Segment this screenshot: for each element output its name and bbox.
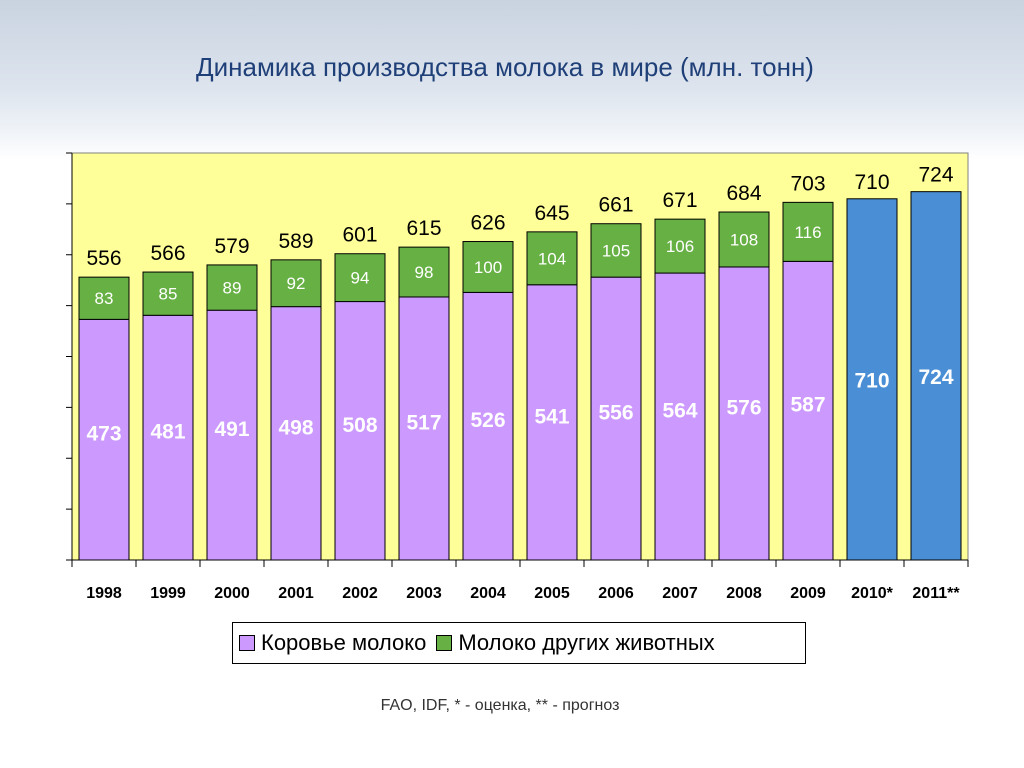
data-label-total: 710 bbox=[854, 171, 889, 194]
bar-cow-milk bbox=[398, 296, 450, 561]
data-label-total: 601 bbox=[342, 224, 377, 247]
data-label-cow: 498 bbox=[278, 416, 313, 439]
bar-other-milk bbox=[398, 246, 450, 298]
data-label-cow: 473 bbox=[86, 423, 121, 446]
data-label-other: 89 bbox=[223, 279, 242, 298]
legend: Коровье молоко Молоко других животных bbox=[232, 622, 806, 664]
data-label-total-inside: 724 bbox=[918, 366, 953, 389]
data-label-other: 108 bbox=[730, 230, 758, 249]
data-label-other: 105 bbox=[602, 241, 630, 260]
bar-cow-milk bbox=[590, 276, 642, 561]
x-tick-label: 2002 bbox=[342, 585, 378, 602]
x-tick-label: 2005 bbox=[534, 585, 570, 602]
bar-cow-milk bbox=[334, 301, 386, 561]
x-tick-label: 2001 bbox=[278, 585, 314, 602]
data-label-cow: 541 bbox=[534, 405, 569, 428]
bar-other-milk bbox=[782, 201, 834, 262]
chart-title: Динамика производства молока в мире (млн… bbox=[196, 52, 814, 82]
bar-other-milk bbox=[718, 211, 770, 268]
data-label-cow: 508 bbox=[342, 414, 377, 437]
data-label-cow: 556 bbox=[598, 402, 633, 425]
x-tick-label: 2010* bbox=[851, 585, 894, 602]
data-label-other: 83 bbox=[95, 289, 114, 308]
data-label-cow: 564 bbox=[662, 400, 697, 423]
data-label-total: 671 bbox=[662, 189, 697, 212]
legend-item-cow: Коровье молоко bbox=[239, 630, 426, 656]
data-label-total: 566 bbox=[150, 242, 185, 265]
bar-other-milk bbox=[526, 231, 578, 286]
data-label-other: 94 bbox=[351, 269, 370, 288]
legend-swatch-cow bbox=[239, 635, 255, 651]
bar-total bbox=[846, 198, 898, 561]
plot-area bbox=[71, 152, 969, 561]
data-label-other: 106 bbox=[666, 237, 694, 256]
data-label-total: 661 bbox=[598, 194, 633, 217]
x-tick-label: 2006 bbox=[598, 585, 634, 602]
x-tick-label: 2004 bbox=[470, 585, 506, 602]
bar-cow-milk bbox=[142, 314, 194, 561]
data-label-total: 703 bbox=[790, 172, 825, 195]
x-tick-label: 2007 bbox=[662, 585, 698, 602]
data-label-other: 92 bbox=[287, 274, 306, 293]
data-label-cow: 576 bbox=[726, 396, 761, 419]
bar-other-milk bbox=[270, 259, 322, 308]
legend-swatch-other bbox=[436, 635, 453, 651]
legend-label-other: Молоко других животных bbox=[458, 630, 715, 655]
data-label-total: 579 bbox=[214, 235, 249, 258]
data-label-other: 116 bbox=[794, 223, 821, 242]
legend-item-other: Молоко других животных bbox=[436, 630, 715, 656]
data-label-cow: 491 bbox=[214, 418, 249, 441]
source-note: FAO, IDF, * - оценка, ** - прогноз bbox=[380, 697, 620, 714]
data-label-total: 684 bbox=[726, 182, 761, 205]
bar-cow-milk bbox=[526, 284, 578, 561]
data-label-cow: 526 bbox=[470, 409, 505, 432]
bar-chart: 1998 473 83 556 1999 481 85 566 2000 491 89 579 2001… bbox=[66, 152, 969, 602]
bar-cow-milk bbox=[462, 291, 514, 561]
bar-cow-milk bbox=[78, 318, 130, 561]
x-tick-label: 2003 bbox=[406, 585, 442, 602]
bar-other-milk bbox=[206, 264, 258, 311]
bar-cow-milk bbox=[782, 260, 834, 561]
data-label-other: 100 bbox=[474, 258, 502, 277]
data-label-total-inside: 710 bbox=[854, 369, 889, 392]
data-label-cow: 587 bbox=[790, 394, 825, 417]
data-label-total: 556 bbox=[86, 247, 121, 270]
x-tick-label: 1998 bbox=[86, 585, 122, 602]
x-tick-label: 2009 bbox=[790, 585, 826, 602]
bar-cow-milk bbox=[206, 309, 258, 561]
data-label-total: 645 bbox=[534, 202, 569, 225]
x-tick-label: 1999 bbox=[150, 585, 186, 602]
data-label-total: 615 bbox=[406, 217, 441, 240]
bar-total bbox=[910, 191, 962, 561]
x-tick-label: 2008 bbox=[726, 585, 762, 602]
data-label-cow: 517 bbox=[406, 411, 441, 434]
data-label-other: 104 bbox=[538, 249, 566, 268]
header-background bbox=[0, 0, 1024, 160]
data-label-other: 98 bbox=[415, 263, 434, 282]
bar-other-milk bbox=[654, 218, 706, 274]
x-tick-label: 2000 bbox=[214, 585, 250, 602]
bar-other-milk bbox=[590, 223, 642, 278]
data-label-total: 589 bbox=[278, 230, 313, 253]
bar-cow-milk bbox=[654, 272, 706, 561]
bar-other-milk bbox=[142, 271, 194, 316]
bar-cow-milk bbox=[270, 306, 322, 561]
data-label-other: 85 bbox=[159, 285, 178, 304]
legend-label-cow: Коровье молоко bbox=[261, 630, 427, 655]
data-label-cow: 481 bbox=[150, 421, 185, 444]
bar-other-milk bbox=[334, 253, 386, 303]
bar-other-milk bbox=[462, 241, 514, 293]
data-label-total: 724 bbox=[918, 164, 953, 187]
x-tick-label: 2011** bbox=[912, 585, 960, 602]
bar-other-milk bbox=[78, 276, 130, 320]
data-label-total: 626 bbox=[470, 212, 505, 235]
